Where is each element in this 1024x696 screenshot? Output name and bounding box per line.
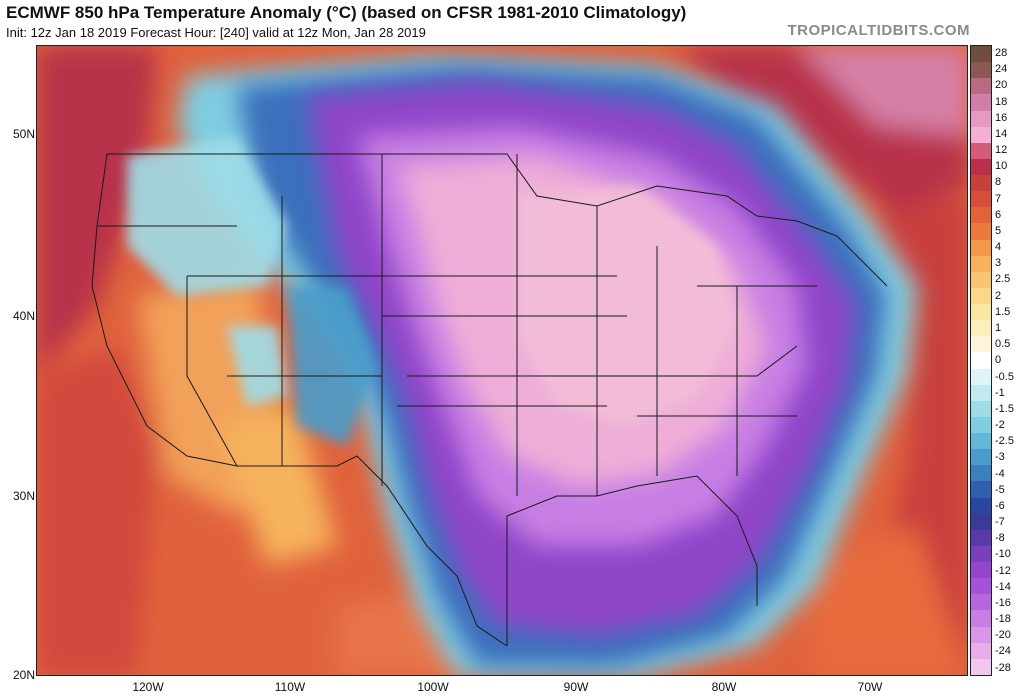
colorbar-swatch: [971, 384, 991, 401]
colorbar-swatch: [971, 497, 991, 514]
colorbar-swatch: [971, 239, 991, 256]
colorbar-swatch: [971, 433, 991, 450]
lat-label: 50N: [12, 127, 35, 141]
colorbar-label: 2: [995, 289, 1002, 302]
lon-label: 70W: [857, 680, 883, 694]
colorbar-label: -1: [995, 386, 1005, 399]
colorbar-swatch: [971, 320, 991, 337]
colorbar-swatch: [971, 191, 991, 208]
colorbar-label: 8: [995, 176, 1002, 189]
colorbar-label: 7: [995, 192, 1002, 205]
colorbar-label: 3: [995, 257, 1002, 270]
colorbar-label: 1: [995, 322, 1002, 334]
colorbar-label: -8: [995, 532, 1005, 545]
boundary-lines: [91, 153, 888, 647]
lat-label: 30N: [12, 489, 35, 503]
lon-label: 120W: [132, 680, 164, 694]
colorbar-label: -18: [995, 613, 1011, 626]
colorbar-label: -1.5: [995, 402, 1014, 415]
colorbar-label: 5: [995, 224, 1002, 237]
lon-label: 110W: [274, 680, 306, 694]
colorbar-swatch: [971, 400, 991, 417]
colorbar-label: 20: [995, 79, 1008, 92]
colorbar-label: -14: [995, 580, 1011, 593]
colorbar-label: 1.5: [995, 305, 1011, 318]
colorbar-label: -10: [995, 548, 1011, 561]
colorbar-label: -20: [995, 629, 1011, 642]
colorbar-swatch: [971, 416, 991, 433]
colorbar-labels: 28 24 20 18 16 14 12 10 8 7 6 5 4 3 2.5 2 1.5 1 0.5 0 -0.5 -1…: [994, 45, 1024, 676]
colorbar-label: -3: [995, 451, 1005, 464]
lon-label: 100W: [417, 680, 449, 694]
colorbar-swatch: [971, 594, 991, 611]
colorbar-label: 18: [995, 95, 1008, 108]
colorbar-swatch: [971, 368, 991, 385]
colorbar-swatch: [971, 287, 991, 304]
colorbar-swatch: [971, 465, 991, 482]
colorbar-label: -2: [995, 419, 1005, 432]
colorbar-swatch: [971, 578, 991, 595]
colorbar-swatch: [971, 255, 991, 272]
colorbar-label: 12: [995, 144, 1008, 157]
lon-label: 80W: [711, 680, 737, 694]
colorbar-label: -0.5: [995, 370, 1014, 383]
colorbar-swatch: [971, 610, 991, 627]
colorbar-label: -2.5: [995, 435, 1014, 448]
colorbar-label: -28: [995, 661, 1011, 674]
lon-label: 90W: [563, 680, 589, 694]
colorbar-label: -16: [995, 596, 1011, 609]
colorbar-swatch: [971, 46, 991, 63]
colorbar-label: -24: [995, 645, 1011, 658]
colorbar-swatch: [971, 158, 991, 175]
colorbar-swatch: [971, 304, 991, 321]
map-title: ECMWF 850 hPa Temperature Anomaly (°C) (…: [6, 3, 687, 22]
lat-label: 20N: [12, 668, 35, 682]
colorbar-swatch: [971, 175, 991, 192]
colorbar-swatch: [971, 513, 991, 530]
colorbar-label: -7: [995, 516, 1005, 529]
colorbar-swatch: [971, 336, 991, 353]
colorbar-label: 24: [995, 63, 1008, 76]
colorbar-label: -12: [995, 564, 1011, 577]
colorbar-swatch: [971, 545, 991, 562]
colorbar-swatch: [971, 271, 991, 288]
colorbar-swatch: [971, 110, 991, 127]
colorbar-swatch: [971, 449, 991, 466]
map-svg: [37, 46, 967, 675]
colorbar-swatch: [971, 562, 991, 579]
colorbar-swatch: [971, 626, 991, 643]
colorbar-swatch: [971, 352, 991, 369]
colorbar-swatch: [971, 642, 991, 659]
colorbar-label: 14: [995, 127, 1008, 140]
colorbar-label: 6: [995, 208, 1002, 221]
colorbar: [970, 45, 992, 676]
colorbar-swatch: [971, 658, 991, 675]
map-subtitle: Init: 12z Jan 18 2019 Forecast Hour: [24…: [6, 25, 426, 40]
colorbar-swatch: [971, 126, 991, 143]
colorbar-swatch: [971, 142, 991, 159]
colorbar-label: 0.5: [995, 338, 1011, 351]
colorbar-swatch: [971, 207, 991, 224]
colorbar-swatch: [971, 78, 991, 95]
anomaly-map: [36, 45, 968, 676]
colorbar-swatch: [971, 223, 991, 240]
colorbar-swatch: [971, 62, 991, 79]
colorbar-label: -5: [995, 483, 1005, 496]
colorbar-label: 16: [995, 111, 1008, 124]
colorbar-label: 0: [995, 354, 1002, 367]
colorbar-label: -6: [995, 499, 1005, 512]
site-brand[interactable]: TROPICALTIDBITS.COM: [787, 22, 970, 39]
colorbar-label: 28: [995, 47, 1008, 60]
colorbar-label: 10: [995, 160, 1008, 173]
lat-label: 40N: [12, 309, 35, 323]
colorbar-swatch: [971, 94, 991, 111]
colorbar-swatch: [971, 481, 991, 498]
colorbar-swatch: [971, 529, 991, 546]
colorbar-label: 2.5: [995, 273, 1011, 286]
colorbar-label: -4: [995, 467, 1005, 480]
colorbar-label: 4: [995, 241, 1002, 254]
